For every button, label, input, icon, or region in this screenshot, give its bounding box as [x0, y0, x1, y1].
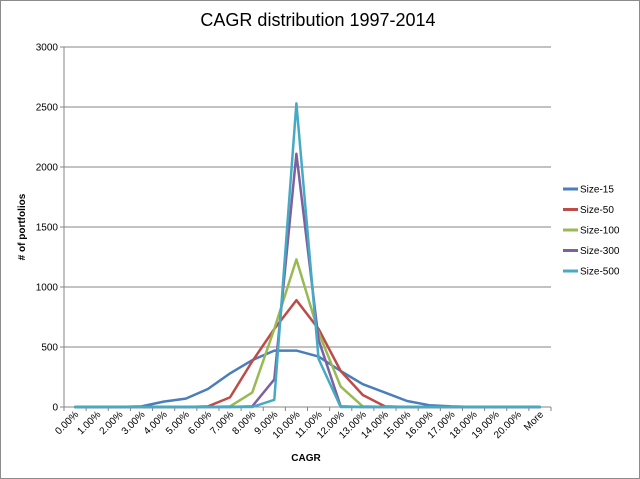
x-tick-label: 8.00%	[230, 409, 258, 437]
chart-title: CAGR distribution 1997-2014	[200, 10, 435, 30]
y-tick-label: 500	[41, 343, 58, 354]
legend: Size-15 Size-50 Size-100 Size-300 Size-500	[563, 185, 620, 278]
y-tick-label: 0	[52, 403, 58, 414]
legend-label: Size-50	[580, 205, 614, 216]
x-tick-label: 7.00%	[208, 409, 236, 437]
x-tick-label: 6.00%	[186, 409, 214, 437]
legend-label: Size-300	[580, 246, 620, 257]
y-tick-label: 1500	[36, 223, 59, 234]
y-tick-label: 3000	[36, 43, 59, 54]
x-tick-label: 4.00%	[142, 409, 170, 437]
x-tick-label: More	[522, 409, 546, 433]
axes: 0500100015002000250030000.00%1.00%2.00%3…	[36, 43, 552, 441]
legend-label: Size-15	[580, 185, 614, 196]
y-tick-label: 2000	[36, 163, 59, 174]
series-line-size-300	[73, 152, 542, 409]
y-axis-title: # of portfolios	[17, 193, 28, 260]
series-line-size-15	[73, 349, 542, 409]
series-lines	[73, 102, 542, 409]
y-tick-label: 2500	[36, 103, 59, 114]
x-tick-label: 3.00%	[120, 409, 148, 437]
series-line-size-100	[73, 258, 542, 409]
gridlines	[64, 46, 551, 348]
series-line-size-500	[73, 102, 542, 409]
legend-label: Size-100	[580, 226, 620, 237]
x-tick-label: 2.00%	[98, 409, 126, 437]
legend-label: Size-500	[580, 267, 620, 278]
x-tick-label: 5.00%	[164, 409, 192, 437]
x-tick-label: 1.00%	[75, 409, 103, 437]
x-axis-title: CAGR	[291, 453, 321, 464]
y-tick-label: 1000	[36, 283, 59, 294]
